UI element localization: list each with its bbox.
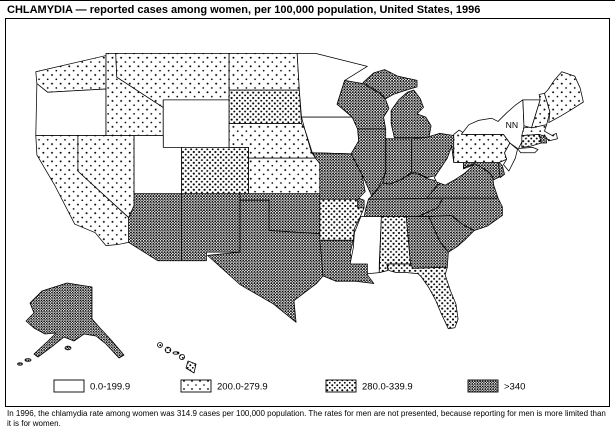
state-wa	[35, 55, 107, 93]
legend-label-2: 200.0-279.9	[217, 382, 268, 393]
state-sd	[228, 89, 302, 124]
state-ak	[25, 282, 125, 359]
state-mi-upper	[362, 69, 418, 100]
hawaii-inset	[157, 342, 197, 374]
legend-swatch-3	[325, 379, 357, 393]
us-choropleth-map: NN 0.0-199.9	[17, 53, 584, 393]
legend-item-3: 280.0-339.9	[325, 379, 413, 393]
hawaii-island-molokai	[172, 351, 180, 355]
footnote: In 1996, the chlamydia rate among women …	[7, 409, 606, 429]
state-wi	[336, 80, 390, 130]
legend-label-4: >340	[504, 382, 525, 393]
legend-label-1: 0.0-199.9	[90, 382, 130, 393]
alaska-inset	[17, 282, 125, 366]
state-mi-lower	[390, 89, 432, 139]
hawaii-island-kauai	[157, 342, 163, 348]
top-rule	[0, 0, 615, 1]
state-fl	[386, 263, 459, 330]
state-nc	[417, 197, 503, 231]
state-nj	[503, 142, 518, 172]
state-la	[319, 239, 375, 284]
aleutian-island	[24, 358, 32, 362]
figure-title: CHLAMYDIA — reported cases among women, …	[7, 4, 481, 16]
state-nd	[228, 53, 300, 91]
state-de	[497, 161, 505, 178]
nn-label: NN	[506, 120, 518, 130]
legend-label-3: 280.0-339.9	[362, 382, 413, 393]
state-ky	[368, 172, 444, 200]
state-ks	[248, 157, 321, 195]
legend-swatch-4	[467, 379, 499, 393]
mainland-states: NN	[35, 53, 584, 330]
kodiak-island	[64, 345, 72, 351]
state-me	[544, 71, 584, 123]
state-co	[181, 146, 249, 195]
state-wy	[162, 99, 230, 148]
map-legend: 0.0-199.9 200.0-279.9 280.0-339.9 >340	[53, 379, 525, 393]
map-frame: NN 0.0-199.9	[5, 18, 610, 407]
state-az	[128, 193, 182, 262]
state-or	[35, 83, 107, 136]
legend-swatch-1	[53, 379, 85, 393]
hawaii-island-big-island	[185, 360, 197, 374]
state-ct	[521, 134, 542, 148]
legend-item-1: 0.0-199.9	[53, 379, 130, 393]
hawaii-island-oahu	[164, 346, 172, 354]
state-ma	[521, 124, 558, 142]
aleutian-island	[17, 362, 23, 366]
state-pa	[453, 129, 511, 163]
hawaii-island-maui	[178, 353, 185, 360]
legend-swatch-2	[180, 379, 212, 393]
legend-item-4: >340	[467, 379, 525, 393]
legend-item-2: 200.0-279.9	[180, 379, 268, 393]
state-tx	[207, 199, 324, 323]
state-nm	[181, 193, 241, 262]
